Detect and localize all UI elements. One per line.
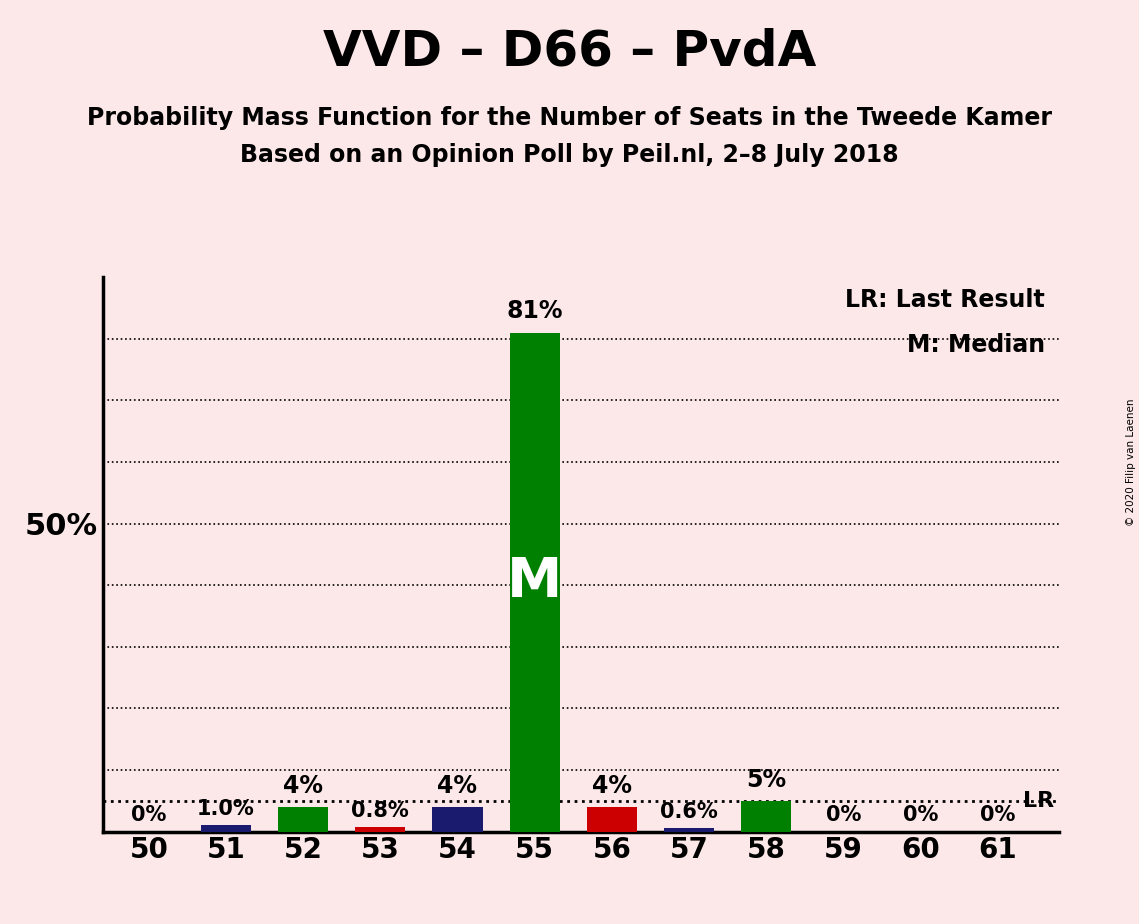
Bar — [200, 825, 251, 832]
Text: 0%: 0% — [131, 806, 166, 825]
Text: M: M — [507, 555, 563, 609]
Bar — [433, 807, 483, 832]
Text: © 2020 Filip van Laenen: © 2020 Filip van Laenen — [1126, 398, 1136, 526]
Text: M: Median: M: Median — [907, 333, 1044, 357]
Text: 4%: 4% — [592, 773, 632, 797]
Bar — [664, 828, 714, 832]
Text: 0.6%: 0.6% — [659, 802, 718, 821]
Text: VVD – D66 – PvdA: VVD – D66 – PvdA — [322, 28, 817, 76]
Text: Probability Mass Function for the Number of Seats in the Tweede Kamer: Probability Mass Function for the Number… — [87, 106, 1052, 130]
Text: 0%: 0% — [903, 806, 939, 825]
Text: 4%: 4% — [284, 773, 323, 797]
Bar — [509, 333, 559, 832]
Text: 1.0%: 1.0% — [197, 799, 255, 820]
Text: Based on an Opinion Poll by Peil.nl, 2–8 July 2018: Based on an Opinion Poll by Peil.nl, 2–8… — [240, 143, 899, 167]
Text: 0%: 0% — [980, 806, 1015, 825]
Text: LR: Last Result: LR: Last Result — [845, 288, 1044, 312]
Bar — [278, 807, 328, 832]
Text: 5%: 5% — [746, 768, 786, 792]
Bar — [741, 801, 792, 832]
Text: LR: LR — [1023, 791, 1055, 810]
Text: 81%: 81% — [507, 299, 563, 323]
Bar — [355, 827, 405, 832]
Bar — [587, 807, 637, 832]
Text: 0.8%: 0.8% — [352, 800, 409, 821]
Text: 0%: 0% — [826, 806, 861, 825]
Text: 4%: 4% — [437, 773, 477, 797]
